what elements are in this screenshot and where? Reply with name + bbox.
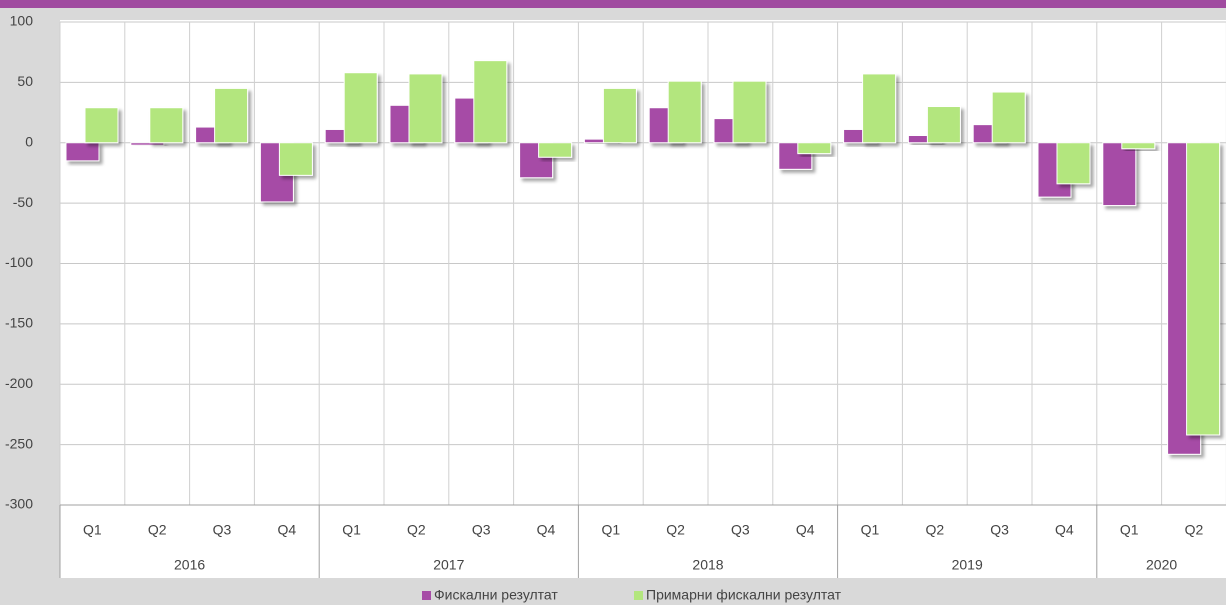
bar [65,142,100,162]
bar [149,107,184,144]
x-tick-label: Q1 [1120,522,1139,538]
bar [667,80,702,144]
bar [732,80,767,144]
y-tick-label: -250 [5,435,33,451]
bar [408,73,443,144]
bar [862,73,897,144]
bar [473,60,508,144]
bar [602,87,637,144]
y-tick-label: -50 [13,194,33,210]
top-band [0,0,1226,8]
x-tick-label: Q2 [925,522,944,538]
bar [278,142,313,176]
legend-label: Примарни фискални резултат [646,587,842,603]
x-tick-label: Q4 [277,522,296,538]
x-tick-label: Q2 [148,522,167,538]
x-tick-label: Q3 [990,522,1009,538]
x-tick-label: Q4 [1055,522,1074,538]
group-label: 2018 [692,557,723,573]
bar [130,142,165,146]
bar [1121,142,1156,150]
y-tick-label: 100 [10,13,34,29]
bar [343,72,378,144]
x-tick-label: Q3 [213,522,232,538]
group-label: 2016 [174,557,205,573]
x-tick-label: Q3 [472,522,491,538]
x-tick-label: Q4 [537,522,556,538]
bar [538,142,573,158]
group-label: 2020 [1146,557,1177,573]
x-tick-label: Q1 [601,522,620,538]
x-tick-label: Q2 [407,522,426,538]
y-tick-label: 50 [17,73,33,89]
group-label: 2017 [433,557,464,573]
bar [1056,142,1091,185]
legend-swatch [422,591,431,600]
group-label: 2019 [952,557,983,573]
legend-swatch [634,591,643,600]
bar [1102,142,1137,207]
y-tick-label: -300 [5,496,33,512]
x-tick-label: Q3 [731,522,750,538]
bar [991,91,1026,144]
x-tick-label: Q1 [342,522,361,538]
bar [797,142,832,155]
legend-label: Фискални резултат [434,587,558,603]
bar [214,87,249,144]
y-tick-label: -150 [5,315,33,331]
x-tick-label: Q4 [796,522,815,538]
bar [1186,142,1221,436]
x-tick-label: Q1 [861,522,880,538]
y-tick-label: -200 [5,375,33,391]
y-tick-label: 0 [25,133,33,149]
x-tick-label: Q2 [666,522,685,538]
bar [84,107,119,144]
x-tick-label: Q2 [1185,522,1204,538]
bar [926,106,961,144]
y-tick-label: -100 [5,254,33,270]
x-tick-label: Q1 [83,522,102,538]
